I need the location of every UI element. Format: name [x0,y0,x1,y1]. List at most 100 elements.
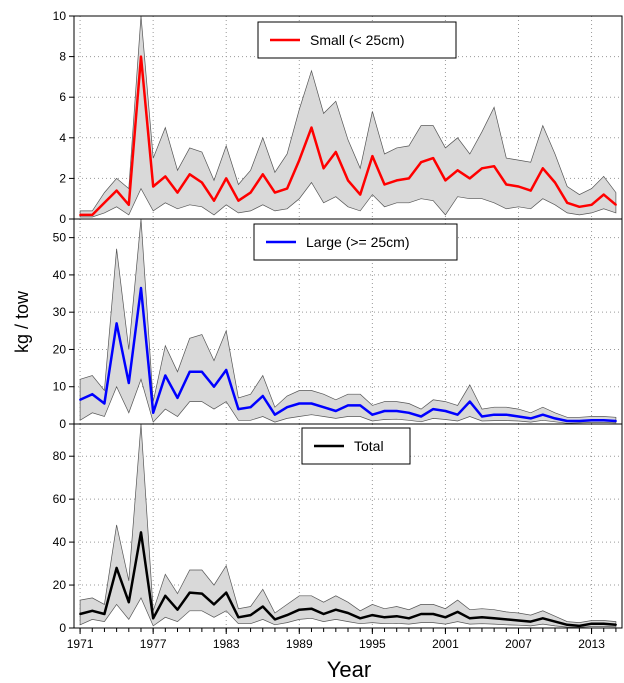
data-point [91,393,94,396]
confidence-band [79,16,617,218]
data-point [566,201,569,204]
data-point [541,413,544,416]
panel-plot-area [79,219,617,424]
data-point [249,191,252,194]
y-tick-label: 4 [59,131,66,145]
data-point [164,374,167,377]
data-point [420,161,423,164]
data-point [407,411,410,414]
data-point [298,159,301,162]
data-point [371,413,374,416]
data-point [541,167,544,170]
confidence-band [79,424,617,628]
data-point [127,382,130,384]
legend: Large (>= 25cm) [253,223,458,261]
data-point [139,55,142,58]
data-point [200,592,203,595]
data-point [456,610,459,613]
legend-label: Small (< 25cm) [310,32,405,48]
y-tick-label: 20 [53,342,67,356]
data-point [200,181,203,184]
y-tick-label: 50 [53,231,67,245]
data-point [103,201,106,204]
data-point [590,622,593,625]
data-point [371,155,374,158]
data-point [225,368,228,371]
data-point [310,126,313,129]
data-point [152,185,155,188]
data-point [578,624,581,627]
data-point [273,191,276,194]
data-point [444,616,447,619]
data-point [432,408,435,411]
legend-label: Total [354,438,384,454]
data-point [115,322,118,325]
x-tick-label: 2013 [578,637,605,651]
data-point [261,605,264,608]
data-point [322,613,325,616]
data-point [286,406,289,409]
data-point [407,177,410,180]
data-point [517,185,520,188]
data-point [614,203,617,206]
y-tick-label: 6 [59,90,66,104]
data-point [566,420,569,423]
y-axis-label: kg / tow [12,290,32,353]
data-point [127,601,130,604]
data-point [505,618,508,621]
data-point [493,617,496,620]
data-point [468,400,471,403]
data-point [347,611,349,614]
y-tick-label: 0 [59,621,66,635]
data-point [456,169,459,172]
data-point [383,409,386,412]
data-point [505,183,508,186]
x-tick-label: 1989 [286,637,313,651]
panel-plot-area [79,16,617,218]
data-point [152,411,155,414]
data-point [554,620,557,623]
legend: Total [301,427,411,465]
data-point [225,591,228,594]
data-point [493,165,496,168]
data-point [237,616,240,619]
data-point [91,213,94,216]
data-point [420,613,423,616]
data-point [359,404,362,407]
data-point [347,179,349,182]
confidence-band [79,219,617,424]
data-point [139,531,142,534]
data-point [79,398,82,401]
data-point [334,151,337,154]
data-point [407,617,410,620]
data-point [602,193,605,196]
data-point [249,614,252,617]
data-point [249,406,252,409]
data-point [298,608,301,611]
data-point [310,607,313,610]
data-point [432,613,435,616]
y-tick-label: 2 [59,171,66,185]
data-point [91,609,94,612]
data-point [322,167,325,170]
data-point [578,420,581,423]
data-point [359,193,362,196]
data-point [225,177,228,180]
panel-1: 0 2 4 6 8 10 Small (< 25cm) [53,9,623,226]
data-point [359,617,362,620]
y-tick-label: 80 [53,449,67,463]
data-point [334,409,337,412]
panel-3: 0 20 40 60 80 Total [53,423,623,635]
y-tick-label: 30 [53,305,67,319]
data-point [444,179,447,182]
data-point [566,623,569,626]
data-point [310,402,313,405]
data-point [383,616,386,619]
y-tick-label: 8 [59,50,66,64]
y-tick-label: 0 [59,417,66,431]
data-point [529,189,532,192]
chart-panels: 0 2 4 6 8 10 Small (< 25cm) 0 10 20 30 40 50 Large (>… [53,9,623,635]
y-tick-label: 0 [59,212,66,226]
legend: Small (< 25cm) [257,21,457,59]
data-point [347,404,349,407]
